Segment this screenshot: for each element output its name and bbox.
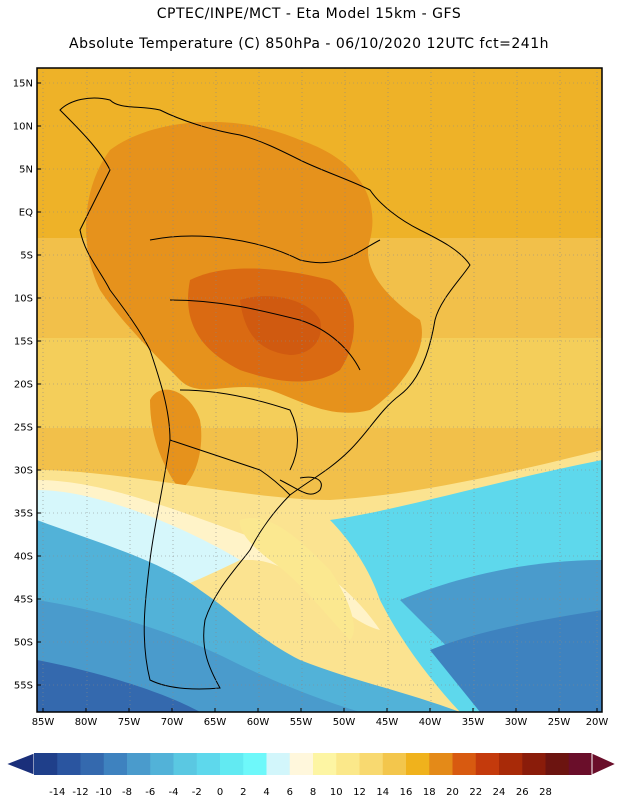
- colorbar-swatch: [499, 753, 523, 775]
- lat-tick-label: 15S: [14, 337, 33, 348]
- colorbar-label: 22: [469, 787, 482, 798]
- lat-tick-label: 25S: [14, 423, 33, 434]
- colorbar-swatch: [103, 753, 128, 775]
- colorbar-label: 2: [240, 787, 246, 798]
- lon-tick-label: 60W: [247, 717, 270, 728]
- colorbar-swatch: [34, 753, 58, 775]
- colorbar-swatch: [196, 753, 221, 775]
- lat-tick-label: 10S: [14, 294, 33, 305]
- colorbar-label: -8: [122, 787, 132, 798]
- colorbar-label: 26: [516, 787, 529, 798]
- lon-tick-label: 25W: [548, 717, 571, 728]
- colorbar-label: 4: [263, 787, 269, 798]
- colorbar-swatch: [266, 753, 291, 775]
- colorbar-swatch: [57, 753, 81, 775]
- graticule: [37, 68, 602, 712]
- colorbar-swatch: [289, 753, 314, 775]
- colorbar-swatch: [475, 753, 500, 775]
- lon-tick-label: 65W: [204, 717, 227, 728]
- colorbar-label: 18: [423, 787, 436, 798]
- colorbar-label: 6: [287, 787, 293, 798]
- colorbar-label: -6: [145, 787, 155, 798]
- lon-tick-label: 70W: [161, 717, 184, 728]
- lat-tick-label: 40S: [14, 552, 33, 563]
- coastlines: [59, 97, 471, 690]
- colorbar: -14 -12 -10 -8 -6 -4 -2 0 2 4 6 8 10 12 14 16 18 20 22 24 26…: [4, 752, 618, 798]
- lon-tick-label: 50W: [333, 717, 356, 728]
- colorbar-label: -2: [192, 787, 202, 798]
- colorbar-label: 8: [310, 787, 316, 798]
- colorbar-label: -10: [96, 787, 112, 798]
- longitude-ticks: 85W 80W 75W 70W 65W 60W 55W 50W 45W 40W 35W 30W 25W 2…: [32, 708, 609, 728]
- colorbar-swatch: [336, 753, 360, 775]
- lat-tick-label: 5S: [20, 251, 33, 262]
- lat-tick-label: 10N: [13, 122, 33, 133]
- colorbar-label: -12: [72, 787, 88, 798]
- colorbar-label: 16: [400, 787, 413, 798]
- lat-tick-label: 45S: [14, 595, 33, 606]
- map-title-model: CPTEC/INPE/MCT - Eta Model 15km - GFS: [156, 6, 462, 22]
- colorbar-max-arrow: [591, 752, 618, 776]
- lat-tick-label: 50S: [14, 638, 33, 649]
- lon-tick-label: 80W: [75, 717, 98, 728]
- lon-tick-label: 75W: [118, 717, 141, 728]
- lat-tick-label: 30S: [14, 466, 33, 477]
- colorbar-swatch: [359, 753, 384, 775]
- colorbar-label: 14: [376, 787, 389, 798]
- colorbar-label: -4: [169, 787, 179, 798]
- colorbar-swatch: [220, 753, 244, 775]
- colorbar-label: 10: [330, 787, 343, 798]
- map-title-field: Absolute Temperature (C) 850hPa - 06/10/…: [69, 36, 549, 52]
- colorbar-swatch: [127, 753, 151, 775]
- temperature-field: [37, 68, 602, 712]
- colorbar-swatch: [243, 753, 267, 775]
- latitude-ticks: 15N 10N 5N EQ 5S 10S 15S 20S 25S 30S 35S 40S 45S 50S 5…: [13, 79, 41, 692]
- colorbar-label: -14: [49, 787, 65, 798]
- lon-tick-label: 35W: [462, 717, 485, 728]
- lon-tick-label: 55W: [290, 717, 313, 728]
- lat-tick-label: 15N: [13, 79, 33, 90]
- colorbar-swatch: [568, 753, 593, 775]
- lon-tick-label: 20W: [586, 717, 609, 728]
- lat-tick-label: 55S: [14, 681, 33, 692]
- colorbar-label: 20: [446, 787, 459, 798]
- lat-tick-label: EQ: [19, 208, 33, 219]
- lat-tick-label: 20S: [14, 380, 33, 391]
- colorbar-swatch: [429, 753, 453, 775]
- lon-tick-label: 45W: [376, 717, 399, 728]
- colorbar-min-arrow: [4, 752, 35, 776]
- lon-tick-label: 30W: [505, 717, 528, 728]
- lon-tick-label: 40W: [419, 717, 442, 728]
- colorbar-label: 12: [353, 787, 366, 798]
- colorbar-swatch: [80, 753, 105, 775]
- colorbar-swatch: [313, 753, 337, 775]
- colorbar-swatch: [545, 753, 570, 775]
- colorbar-swatch: [150, 753, 174, 775]
- colorbar-label: 28: [539, 787, 552, 798]
- lat-tick-label: 35S: [14, 509, 33, 520]
- colorbar-swatch: [452, 753, 477, 775]
- colorbar-swatch: [406, 753, 430, 775]
- map-frame: [36, 67, 603, 713]
- lat-tick-label: 5N: [19, 165, 33, 176]
- colorbar-swatch: [522, 753, 546, 775]
- colorbar-swatch: [382, 753, 407, 775]
- colorbar-label: 24: [493, 787, 506, 798]
- colorbar-swatch: [173, 753, 198, 775]
- colorbar-label: 0: [217, 787, 223, 798]
- lon-tick-label: 85W: [32, 717, 55, 728]
